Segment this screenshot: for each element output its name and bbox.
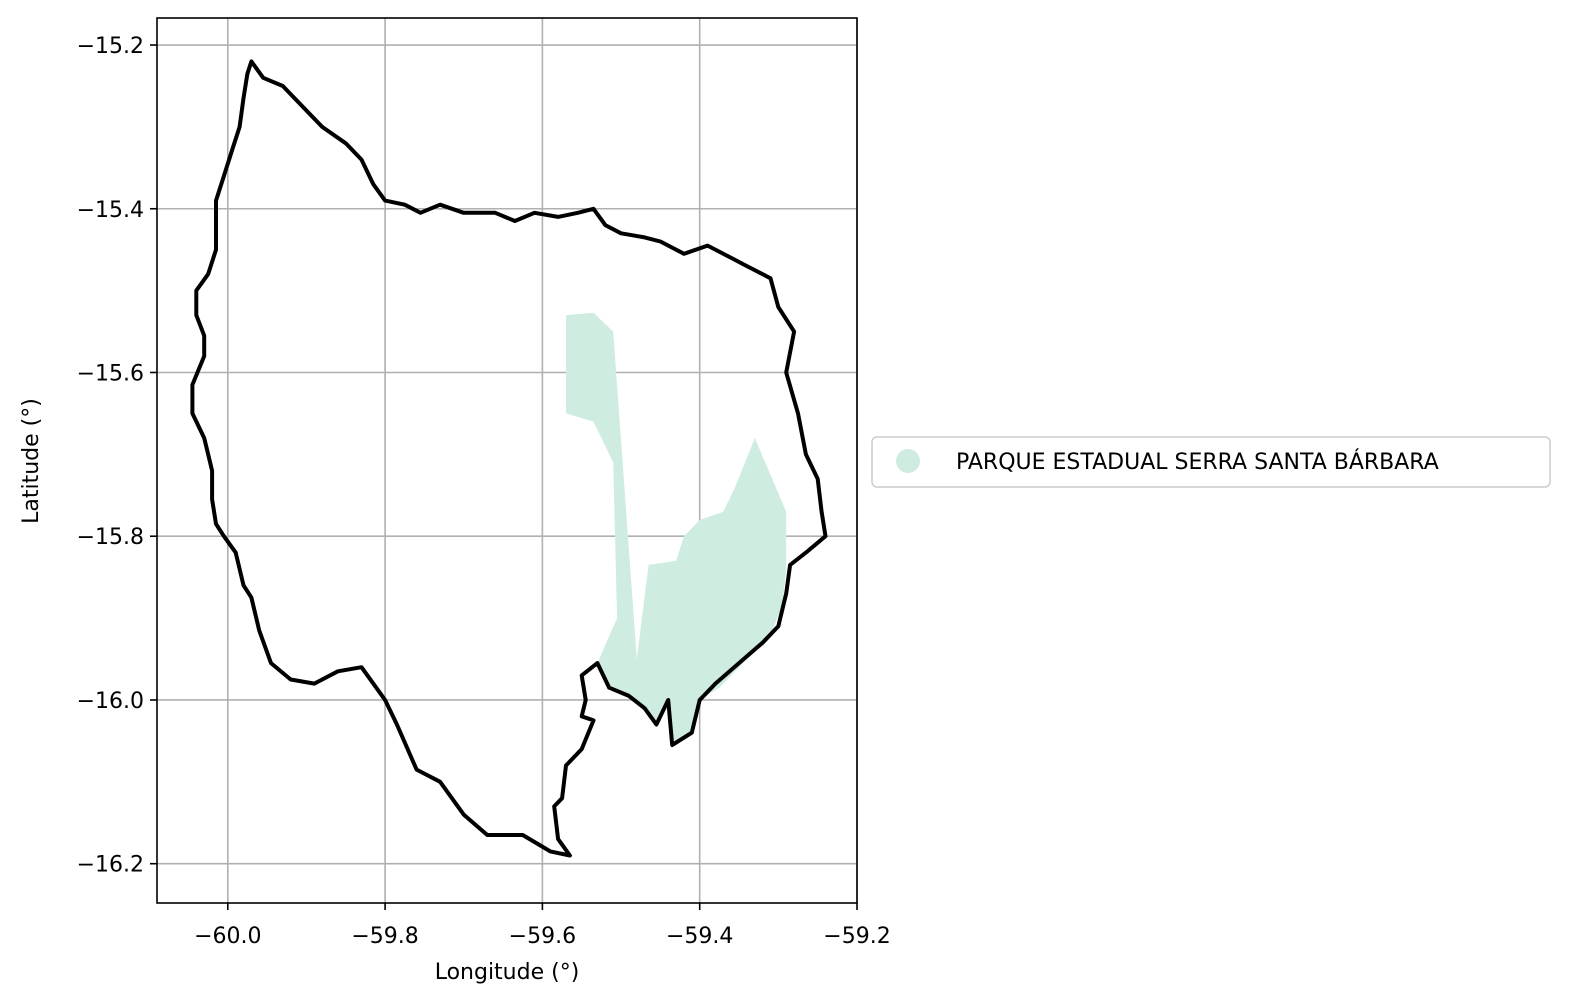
legend: PARQUE ESTADUAL SERRA SANTA BÁRBARA <box>871 436 1551 488</box>
legend-marker <box>896 449 920 473</box>
x-tick-label: −59.8 <box>351 924 418 949</box>
x-axis-label: Longitude (°) <box>435 960 580 985</box>
park-area-polygon <box>566 312 787 745</box>
y-tick-label: −16.2 <box>77 853 144 878</box>
x-tick-label: −59.2 <box>823 924 890 949</box>
y-tick-label: −16.0 <box>77 689 144 714</box>
y-axis-label: Latitude (°) <box>19 398 44 524</box>
x-tick-label: −60.0 <box>194 924 261 949</box>
y-tick-label: −15.8 <box>77 525 144 550</box>
legend-box <box>871 436 1551 488</box>
axes-frame <box>156 17 858 904</box>
y-tick-label: −15.6 <box>77 361 144 386</box>
axis-ticks: −60.0 −59.8 −59.6 −59.4 −59.2 −15.2 −15.4 −15.6… <box>77 34 891 949</box>
y-tick-label: −15.4 <box>77 198 144 223</box>
x-tick-label: −59.6 <box>509 924 576 949</box>
legend-label: PARQUE ESTADUAL SERRA SANTA BÁRBARA <box>956 449 1439 475</box>
municipality-boundary <box>190 59 828 858</box>
map-layers <box>190 59 828 858</box>
y-tick-label: −15.2 <box>77 34 144 59</box>
x-tick-label: −59.4 <box>666 924 733 949</box>
